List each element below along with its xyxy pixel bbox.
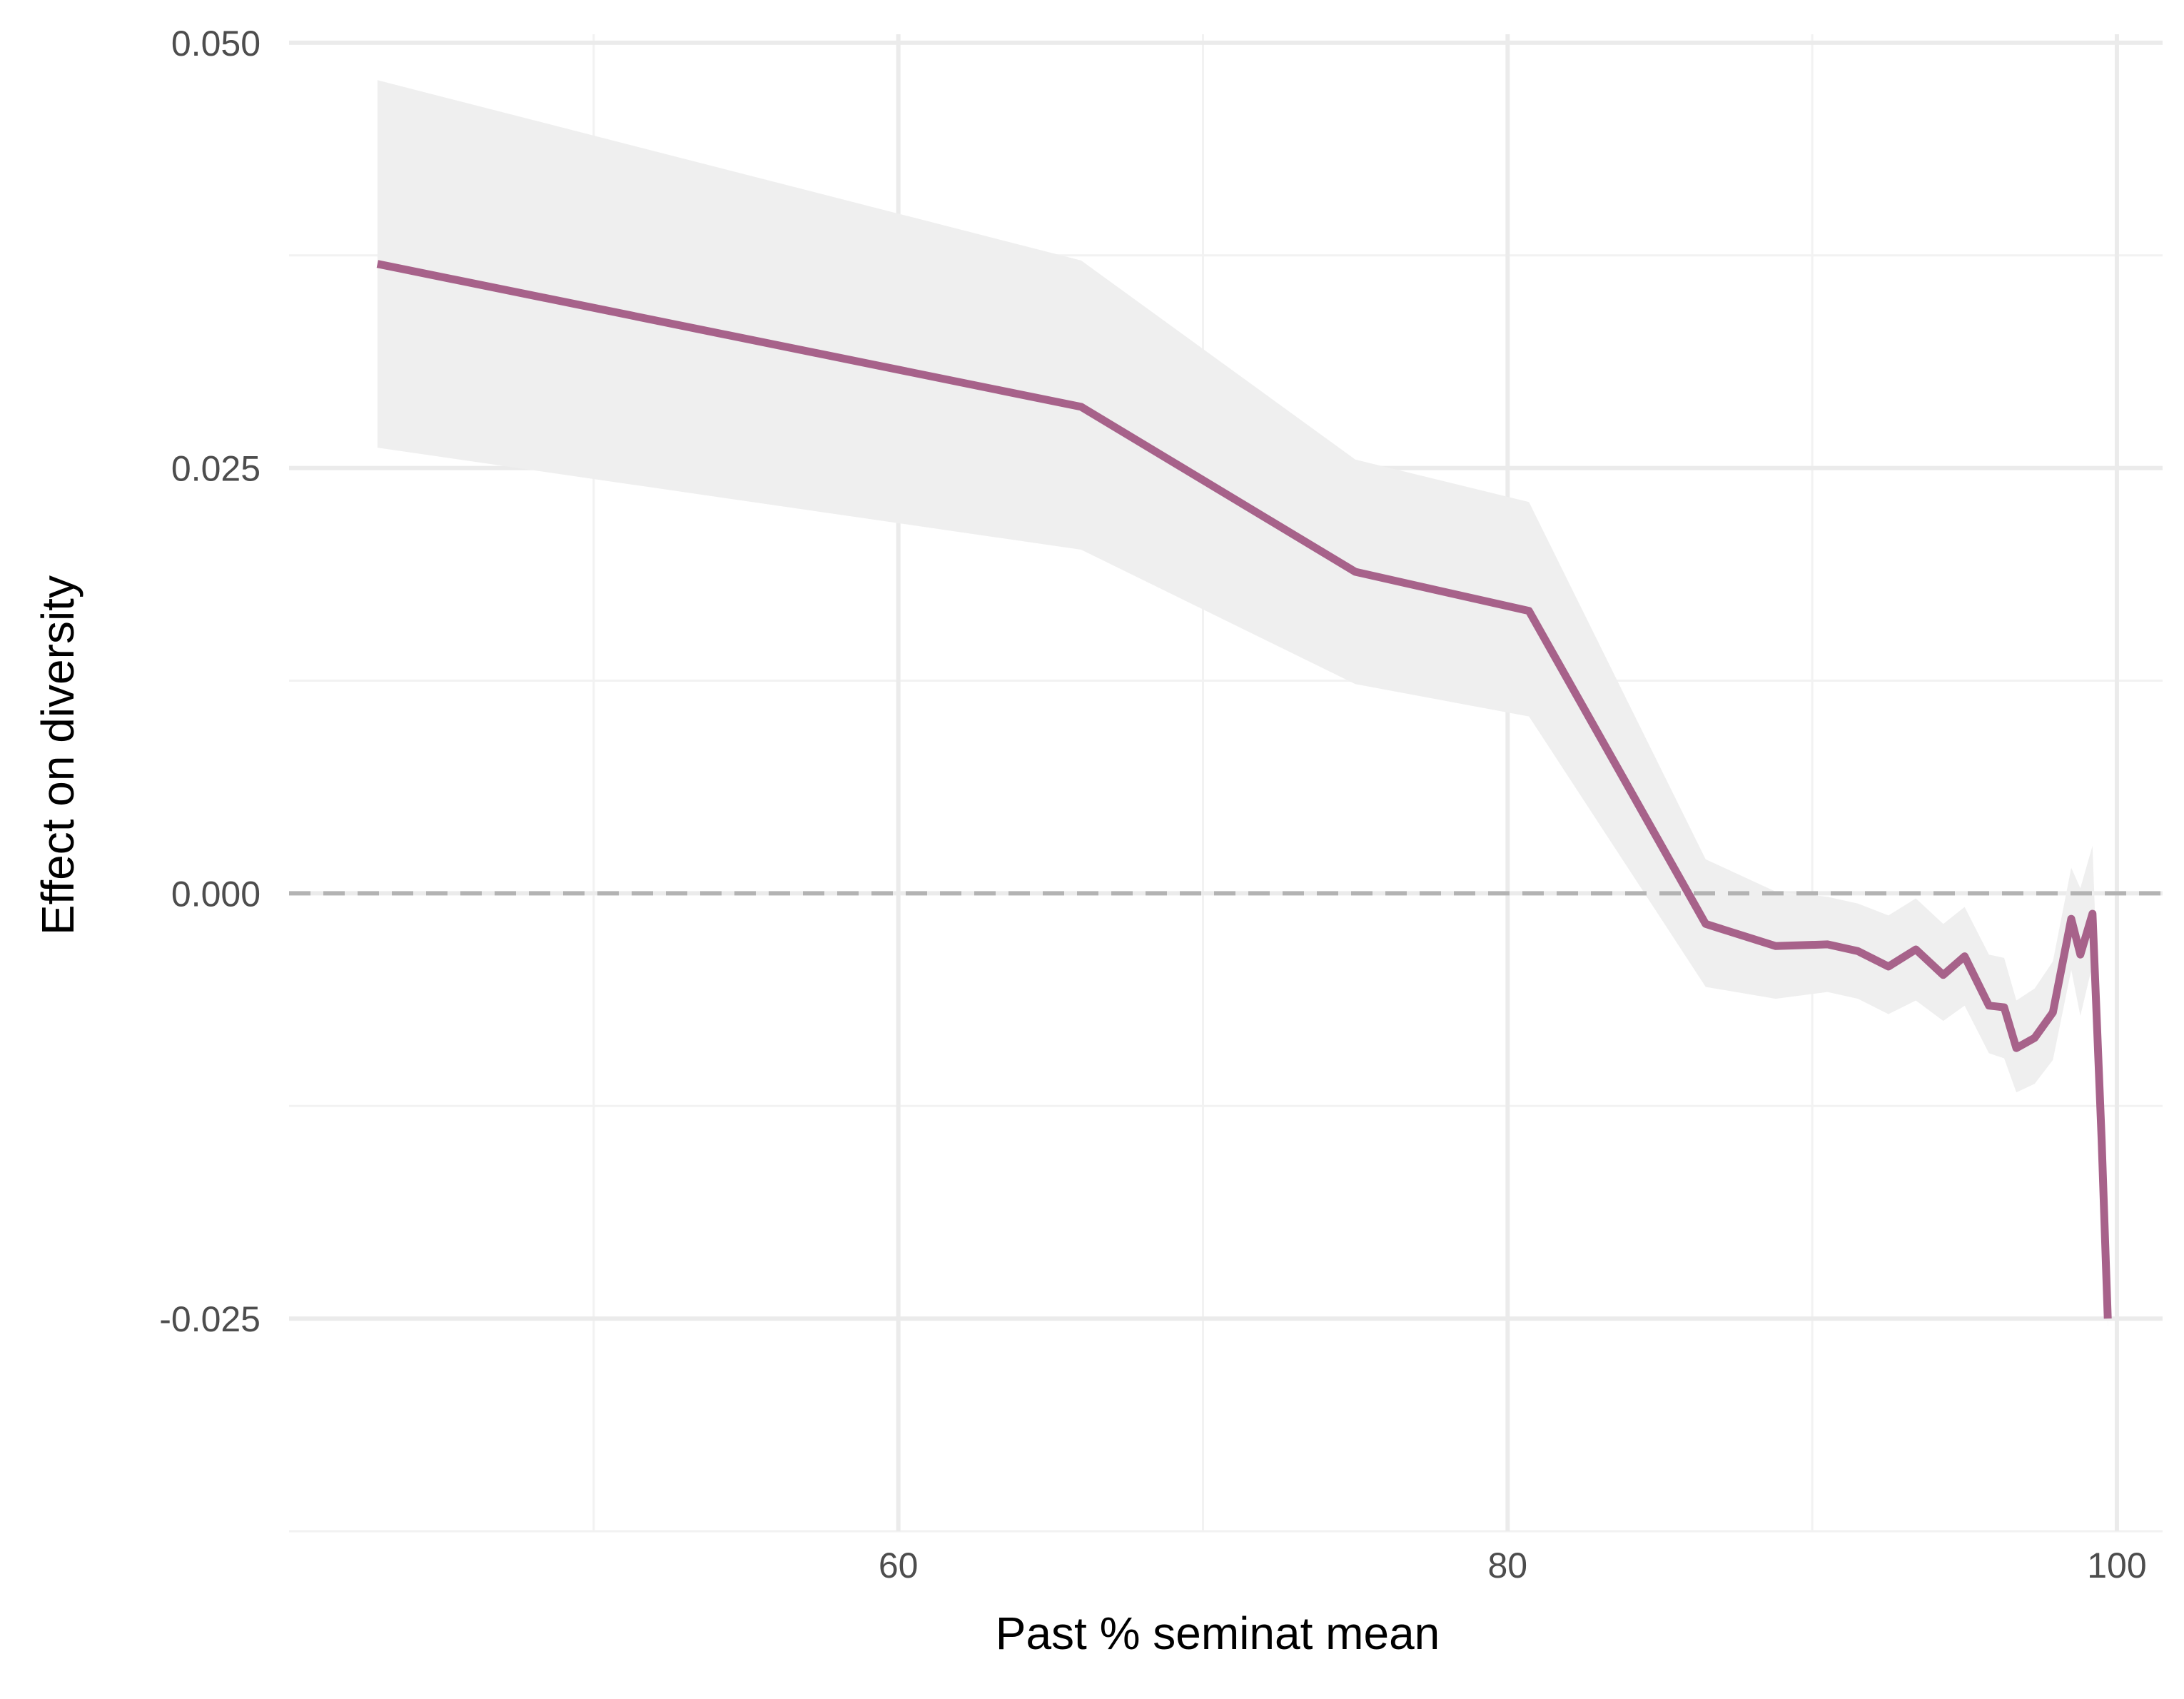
- confidence-ribbon-0: [377, 80, 2108, 1327]
- y-tick-label-1: 0.025: [171, 449, 261, 489]
- x-axis-title: Past % seminat mean: [996, 1608, 1440, 1659]
- y-tick-labels: 0.050 0.025 0.000 -0.025: [159, 24, 261, 1339]
- series-line-layer: [376, 260, 2112, 1319]
- confidence-ribbon-layer: [377, 80, 2108, 1327]
- x-tick-labels: 60 80 100: [879, 1546, 2147, 1585]
- series-line-0: [376, 260, 2112, 1319]
- y-axis-title: Effect on diversity: [32, 575, 84, 935]
- x-tick-label-0: 60: [879, 1546, 919, 1585]
- x-tick-label-1: 80: [1488, 1546, 1528, 1585]
- y-tick-label-2: 0.000: [171, 874, 261, 914]
- y-tick-label-0: 0.050: [171, 24, 261, 64]
- x-tick-label-2: 100: [2087, 1546, 2146, 1585]
- y-tick-label-3: -0.025: [159, 1299, 261, 1339]
